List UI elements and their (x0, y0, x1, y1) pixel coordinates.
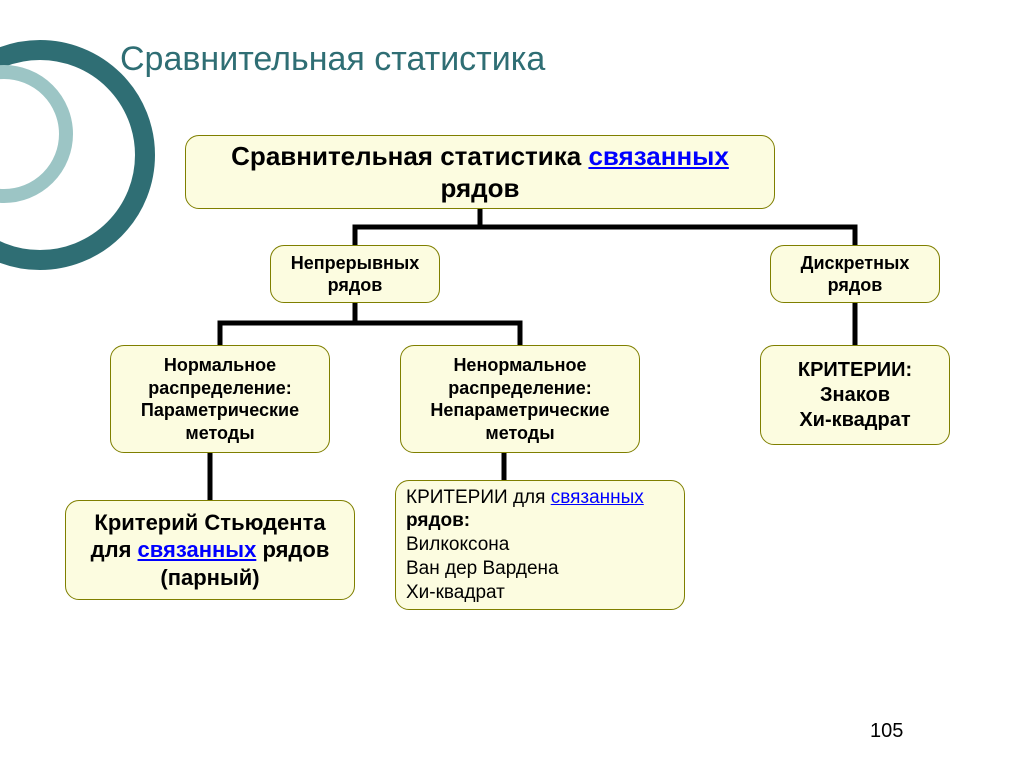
node-discrete-criteria: КРИТЕРИИ:ЗнаковХи-квадрат (760, 345, 950, 445)
node-nonparam-criteria: КРИТЕРИИ для связанныхрядов:ВилкоксонаВа… (395, 480, 685, 610)
node-discrete: Дискретныхрядов (770, 245, 940, 303)
node-continuous: Непрерывныхрядов (270, 245, 440, 303)
node-normal-dist: Нормальноераспределение:Параметрическием… (110, 345, 330, 453)
node-root: Сравнительная статистика связанныхрядов (185, 135, 775, 209)
page-number: 105 (870, 720, 903, 743)
node-nonnormal-dist: Ненормальноераспределение:Непараметричес… (400, 345, 640, 453)
slide-title: Сравнительная статистика (120, 40, 545, 79)
node-student-criterion: Критерий Стьюдентадля связанных рядов(па… (65, 500, 355, 600)
